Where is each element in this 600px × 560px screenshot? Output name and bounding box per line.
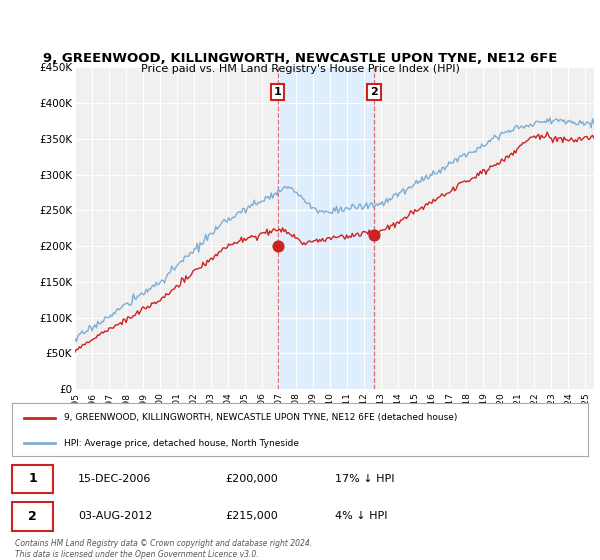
- Text: 1: 1: [28, 472, 37, 486]
- Text: HPI: Average price, detached house, North Tyneside: HPI: Average price, detached house, Nort…: [64, 438, 299, 447]
- Text: £200,000: £200,000: [225, 474, 278, 484]
- Text: 1: 1: [274, 87, 282, 97]
- Text: 9, GREENWOOD, KILLINGWORTH, NEWCASTLE UPON TYNE, NE12 6FE: 9, GREENWOOD, KILLINGWORTH, NEWCASTLE UP…: [43, 52, 557, 66]
- Text: 2: 2: [370, 87, 378, 97]
- Text: 9, GREENWOOD, KILLINGWORTH, NEWCASTLE UPON TYNE, NE12 6FE (detached house): 9, GREENWOOD, KILLINGWORTH, NEWCASTLE UP…: [64, 413, 457, 422]
- Text: 03-AUG-2012: 03-AUG-2012: [78, 511, 152, 521]
- FancyBboxPatch shape: [12, 502, 53, 530]
- Text: 15-DEC-2006: 15-DEC-2006: [78, 474, 152, 484]
- Text: 2: 2: [28, 510, 37, 523]
- Text: Price paid vs. HM Land Registry's House Price Index (HPI): Price paid vs. HM Land Registry's House …: [140, 64, 460, 74]
- Bar: [278, 67, 374, 389]
- Point: [370, 231, 379, 240]
- Text: £215,000: £215,000: [225, 511, 278, 521]
- Text: Contains HM Land Registry data © Crown copyright and database right 2024.
This d: Contains HM Land Registry data © Crown c…: [15, 539, 312, 559]
- Text: 17% ↓ HPI: 17% ↓ HPI: [335, 474, 394, 484]
- Point: [273, 241, 283, 250]
- Text: 4% ↓ HPI: 4% ↓ HPI: [335, 511, 387, 521]
- FancyBboxPatch shape: [12, 465, 53, 493]
